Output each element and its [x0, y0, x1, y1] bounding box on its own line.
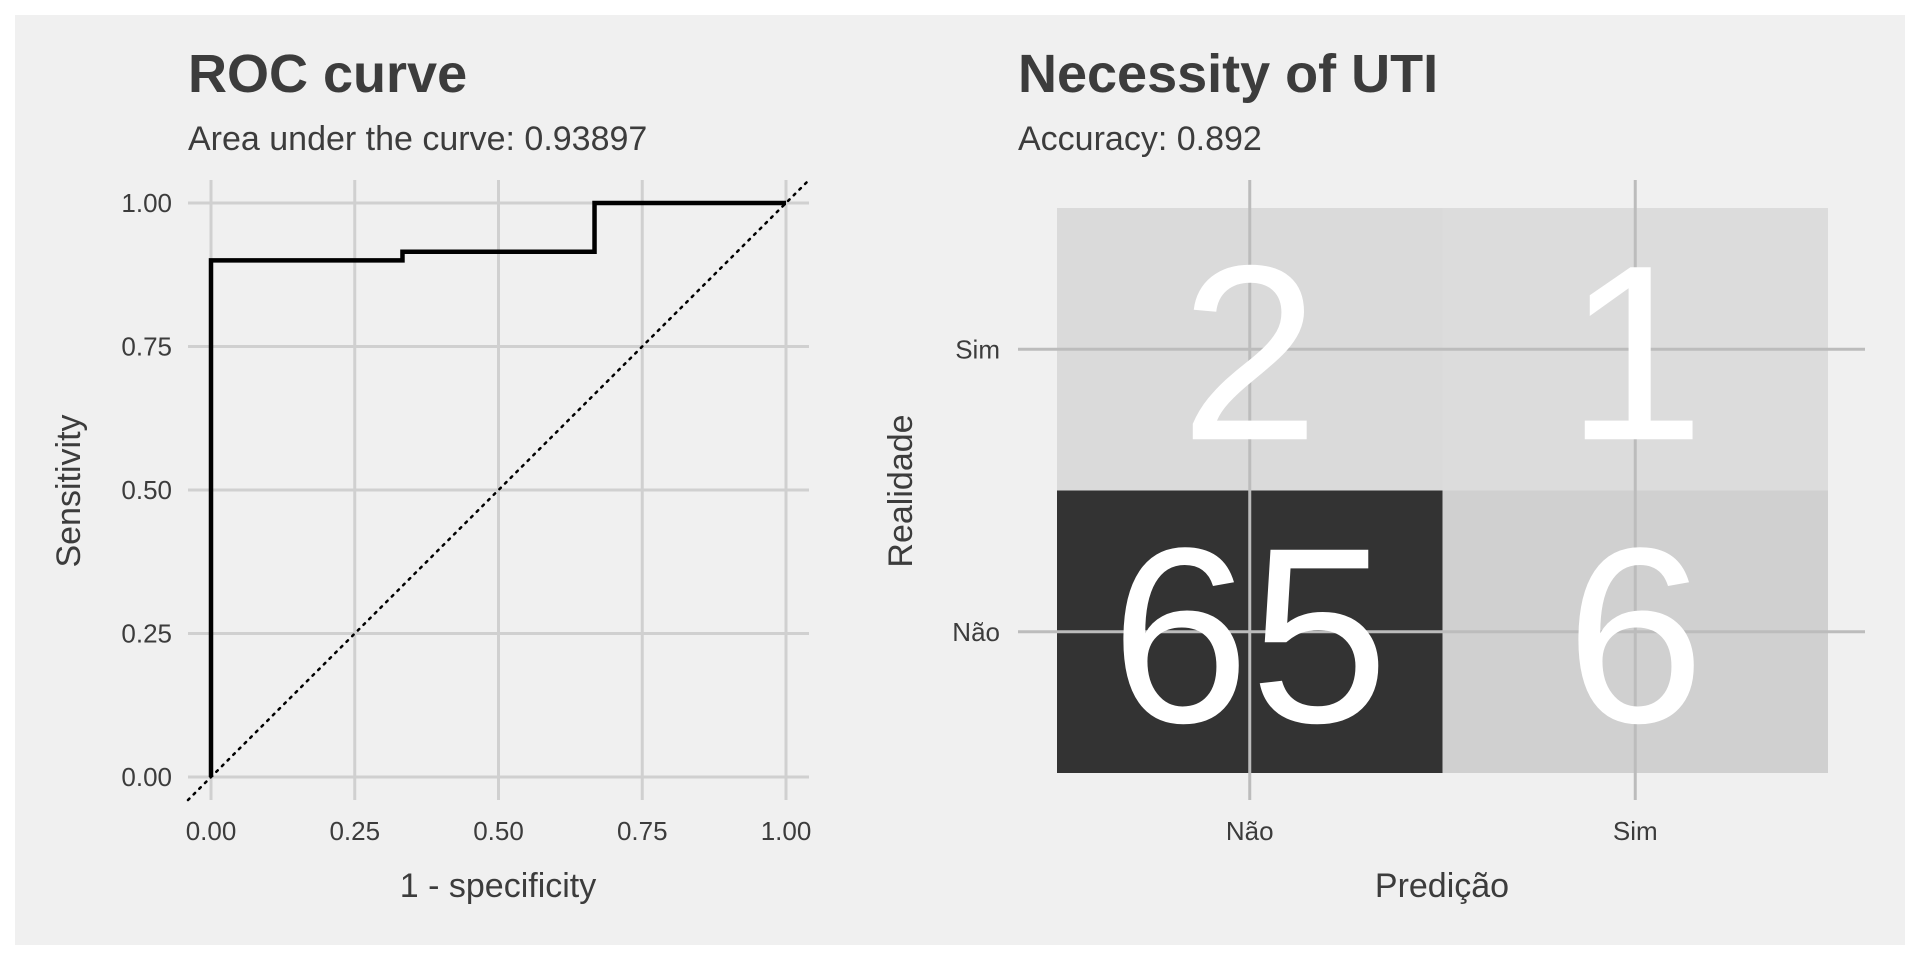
cm-cell-label: 65: [1111, 496, 1389, 775]
roc-x-tick-labels: 0.00 0.25 0.50 0.75 1.00: [186, 816, 812, 846]
cm-subtitle: Accuracy: 0.892: [1018, 120, 1262, 158]
roc-y-tick-label: 0.00: [121, 762, 172, 792]
roc-x-tick-label: 0.75: [617, 816, 668, 846]
roc-x-tick-label: 0.50: [473, 816, 524, 846]
roc-x-axis-title: 1 - specificity: [400, 867, 597, 905]
roc-x-tick-label: 1.00: [761, 816, 812, 846]
roc-y-tick-label: 1.00: [121, 188, 172, 218]
roc-y-axis-title: Sensitivity: [50, 414, 88, 567]
roc-y-tick-label: 0.50: [121, 475, 172, 505]
cm-cell-label: 2: [1180, 213, 1319, 492]
roc-subtitle: Area under the curve: 0.93897: [188, 120, 647, 158]
cm-cell-label: 1: [1566, 213, 1705, 492]
roc-x-tick-label: 0.25: [329, 816, 380, 846]
cm-x-tick-labels: Não Sim: [1226, 816, 1658, 846]
roc-x-tick-label: 0.00: [186, 816, 237, 846]
cm-cell-labels: 2 1 65 6: [1111, 213, 1705, 775]
cm-y-tick-labels: Não Sim: [952, 334, 1000, 647]
cm-y-axis-title: Realidade: [882, 414, 920, 567]
confusion-matrix-chart: Necessity of UTI Accuracy: 0.892 2 1 65 6 N…: [882, 44, 1865, 905]
cm-cell-label: 6: [1566, 496, 1705, 775]
roc-y-tick-label: 0.25: [121, 619, 172, 649]
roc-y-tick-labels: 0.00 0.25 0.50 0.75 1.00: [121, 188, 172, 792]
cm-title: Necessity of UTI: [1018, 44, 1438, 104]
roc-y-tick-label: 0.75: [121, 331, 172, 361]
roc-chart: ROC curve Area under the curve: 0.93897 …: [50, 44, 811, 905]
cm-x-axis-title: Predição: [1375, 867, 1509, 905]
roc-title: ROC curve: [188, 44, 467, 104]
roc-reference-line: [186, 178, 811, 802]
roc-series-line: [208, 200, 786, 778]
cm-y-tick-label: Não: [952, 617, 1000, 647]
cm-x-tick-label: Não: [1226, 816, 1274, 846]
cm-x-tick-label: Sim: [1613, 816, 1658, 846]
cm-gridlines: [1018, 180, 1865, 800]
cm-y-tick-label: Sim: [955, 334, 1000, 364]
